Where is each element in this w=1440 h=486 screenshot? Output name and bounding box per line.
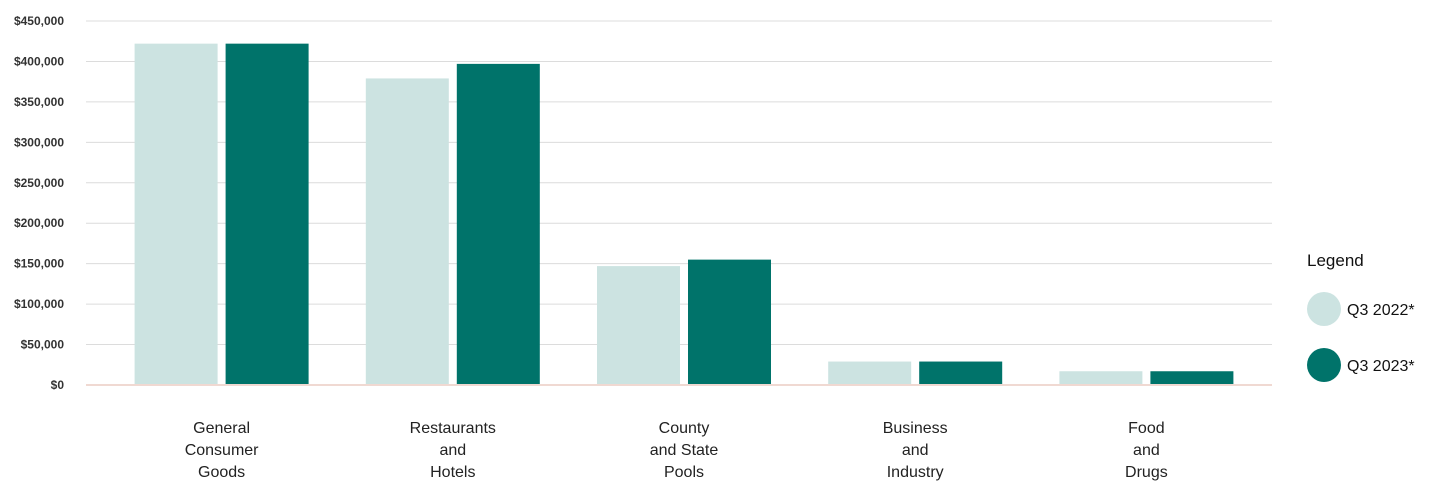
bar — [688, 259, 771, 385]
y-axis-ticks: $0 $50,000 $100,000 $150,000 $200,000 $250,00… — [14, 14, 64, 392]
bar — [919, 361, 1003, 385]
category-label: Restaurants and Hotels — [410, 420, 496, 481]
x-axis-categories: General Consumer Goods Restaurants and Hotels… — [185, 420, 1168, 481]
legend-label: Q3 2023* — [1347, 358, 1415, 375]
bar — [456, 63, 540, 385]
legend-swatch — [1307, 348, 1341, 382]
legend-swatch — [1307, 292, 1341, 326]
y-tick-label: $350,000 — [14, 95, 64, 109]
bar — [1150, 371, 1234, 385]
y-tick-label: $400,000 — [14, 54, 64, 68]
category-label: General Consumer Goods — [185, 420, 259, 481]
category-label: Business and Industry — [883, 420, 948, 481]
bar — [225, 43, 309, 385]
bar — [365, 78, 449, 385]
y-tick-label: $250,000 — [14, 176, 64, 190]
y-tick-label: $300,000 — [14, 135, 64, 149]
legend-title: Legend — [1307, 251, 1364, 270]
y-tick-label: $150,000 — [14, 257, 64, 271]
legend-label: Q3 2022* — [1347, 302, 1415, 319]
bars — [134, 43, 1234, 385]
category-label: County and State Pools — [650, 420, 719, 481]
bar — [1059, 371, 1143, 385]
y-tick-label: $450,000 — [14, 14, 64, 28]
bar — [828, 361, 912, 385]
bar — [597, 266, 680, 385]
y-tick-label: $50,000 — [21, 338, 65, 352]
legend: Legend Q3 2022* Q3 2023* — [1307, 251, 1415, 382]
y-tick-label: $100,000 — [14, 297, 64, 311]
bar — [134, 43, 218, 385]
y-tick-label: $200,000 — [14, 216, 64, 230]
category-label: Food and Drugs — [1125, 420, 1168, 481]
y-tick-label: $0 — [51, 378, 65, 392]
